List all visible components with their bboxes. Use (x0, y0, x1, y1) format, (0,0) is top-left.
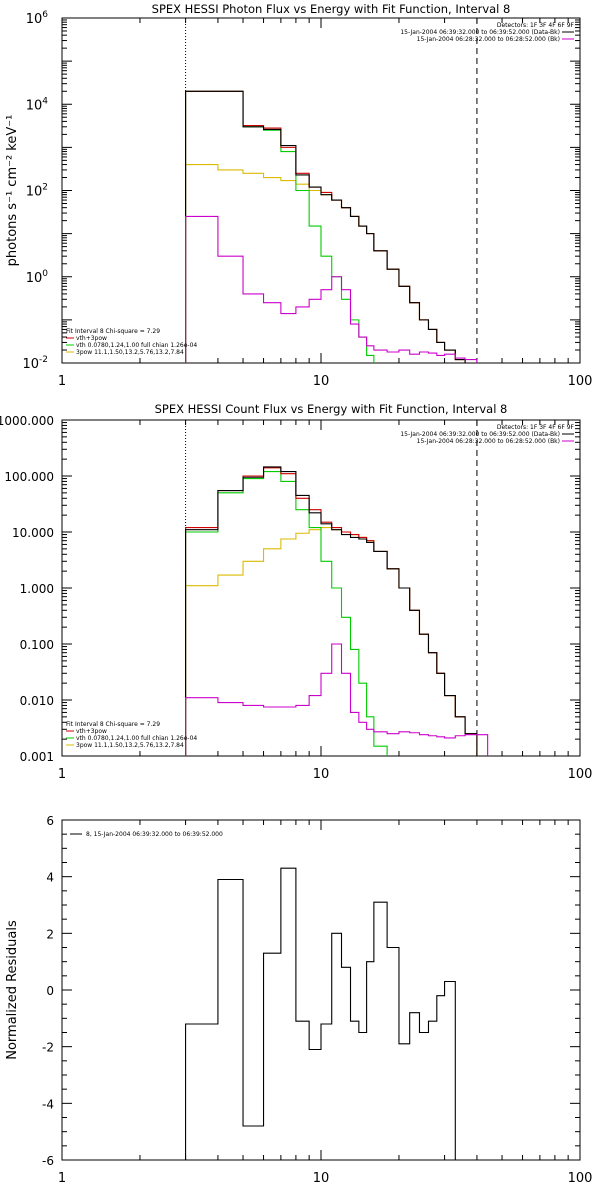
legend-header: Fit Interval 8 Chi-square = 7.29 (66, 721, 160, 728)
legend-entry: vth+3pow (76, 335, 107, 342)
legend-entry: 15-Jan-2004 06:28:32.000 to 06:28:52.000… (417, 438, 560, 445)
y-tick-label: 100.000 (4, 470, 54, 484)
series-line-4 (185, 643, 489, 756)
legend-header: Detectors: 1F 3F 4F 6F 9F (497, 22, 575, 29)
y-tick-label: 1.000 (20, 582, 54, 596)
legend-entry: 15-Jan-2004 06:39:32.000 to 06:39:52.000… (400, 29, 560, 36)
plot-frame (61, 819, 581, 1161)
y-tick-label: 1000.000 (0, 414, 54, 428)
x-tick-label: 10 (313, 374, 330, 389)
legend-entry: 8, 15-Jan-2004 06:39:32.000 to 06:39:52.… (86, 831, 223, 838)
y-tick-label: -2 (42, 1041, 54, 1055)
legend-header: Detectors: 1F 3F 4F 6F 9F (497, 424, 575, 431)
series-line-0 (185, 867, 456, 1160)
chart-count: SPEX HESSI Count Flux vs Energy with Fit… (0, 402, 593, 782)
y-tick-base: 10 (26, 98, 43, 113)
y-tick-label: 0.100 (20, 638, 54, 652)
x-tick-label: 100 (568, 1171, 593, 1186)
y-tick-label: 100 (26, 269, 49, 286)
x-tick-label: 1 (58, 1171, 66, 1186)
legend-header: Fit Interval 8 Chi-square = 7.29 (66, 328, 160, 335)
series-line-3 (185, 90, 478, 363)
y-tick-exp: 0 (42, 269, 48, 279)
series-line-2 (185, 90, 478, 363)
y-tick-exp: 2 (42, 183, 48, 193)
y-axis-label: Normalized Residuals (5, 920, 20, 1060)
y-tick-label: 6 (46, 814, 54, 828)
y-tick-base: 10 (26, 271, 43, 286)
x-tick-label: 1 (58, 767, 66, 782)
y-tick-label: 0 (46, 984, 54, 998)
series-line-2 (185, 467, 489, 756)
y-tick-label: 4 (46, 871, 54, 885)
y-tick-label: 0.010 (20, 694, 54, 708)
y-tick-label: 2 (46, 927, 54, 941)
y-tick-exp: 6 (42, 10, 48, 20)
y-axis-label: photons s⁻¹ cm⁻² keV⁻¹ (5, 115, 20, 267)
legend-entry: 15-Jan-2004 06:39:32.000 to 06:39:52.000… (400, 431, 560, 438)
legend-entry: vth 0.0780,1.24,1.00 full chian 1.26e-04 (76, 342, 197, 349)
y-tick-exp: -2 (39, 355, 48, 365)
chart-title: SPEX HESSI Count Flux vs Energy with Fit… (155, 402, 508, 416)
series-group (185, 867, 456, 1160)
series-line-1 (185, 471, 388, 756)
y-tick-label: 10-2 (22, 355, 48, 372)
x-tick-label: 10 (313, 767, 330, 782)
legend-entry: 3pow 11.1,1.50,13.2,5.76,13.2,7.84 (76, 349, 184, 356)
y-tick-base: 10 (26, 12, 43, 27)
y-tick-label: -6 (42, 1154, 54, 1168)
y-tick-base: 10 (26, 185, 43, 200)
y-tick-label: 106 (26, 10, 49, 27)
series-line-3 (185, 466, 489, 756)
x-tick-label: 1 (58, 374, 66, 389)
y-tick-base: 10 (22, 357, 39, 372)
y-tick-exp: 4 (42, 96, 48, 106)
chart-residuals: 1 10 100 -6 -4 -2 0 2 4 6 Normalized Residuals 8, 1… (5, 814, 592, 1186)
series-line-1 (185, 90, 375, 363)
legend-entry: 15-Jan-2004 06:28:32.000 to 06:28:52.000… (417, 36, 560, 43)
x-tick-label: 10 (313, 1171, 330, 1186)
plot-frame (61, 419, 581, 757)
y-tick-label: 10.000 (12, 526, 54, 540)
chart-title: SPEX HESSI Photon Flux vs Energy with Fi… (152, 2, 511, 16)
series-group (185, 466, 489, 756)
series-line-4 (185, 215, 478, 363)
y-tick-label: 102 (26, 183, 48, 200)
chart-photon: SPEX HESSI Photon Flux vs Energy with Fi… (5, 2, 593, 389)
y-tick-label: 104 (26, 96, 49, 113)
series-group (185, 90, 478, 363)
x-tick-label: 100 (568, 374, 593, 389)
legend-entry: 3pow 11.1,1.50,13.2,5.76,13.2,7.84 (76, 742, 184, 749)
y-tick-label: -4 (42, 1097, 54, 1111)
y-tick-label: 0.001 (20, 750, 54, 764)
legend-entry: vth+3pow (76, 728, 107, 735)
legend-entry: vth 0.0780,1.24,1.00 full chian 1.26e-04 (76, 735, 197, 742)
x-tick-label: 100 (568, 767, 593, 782)
